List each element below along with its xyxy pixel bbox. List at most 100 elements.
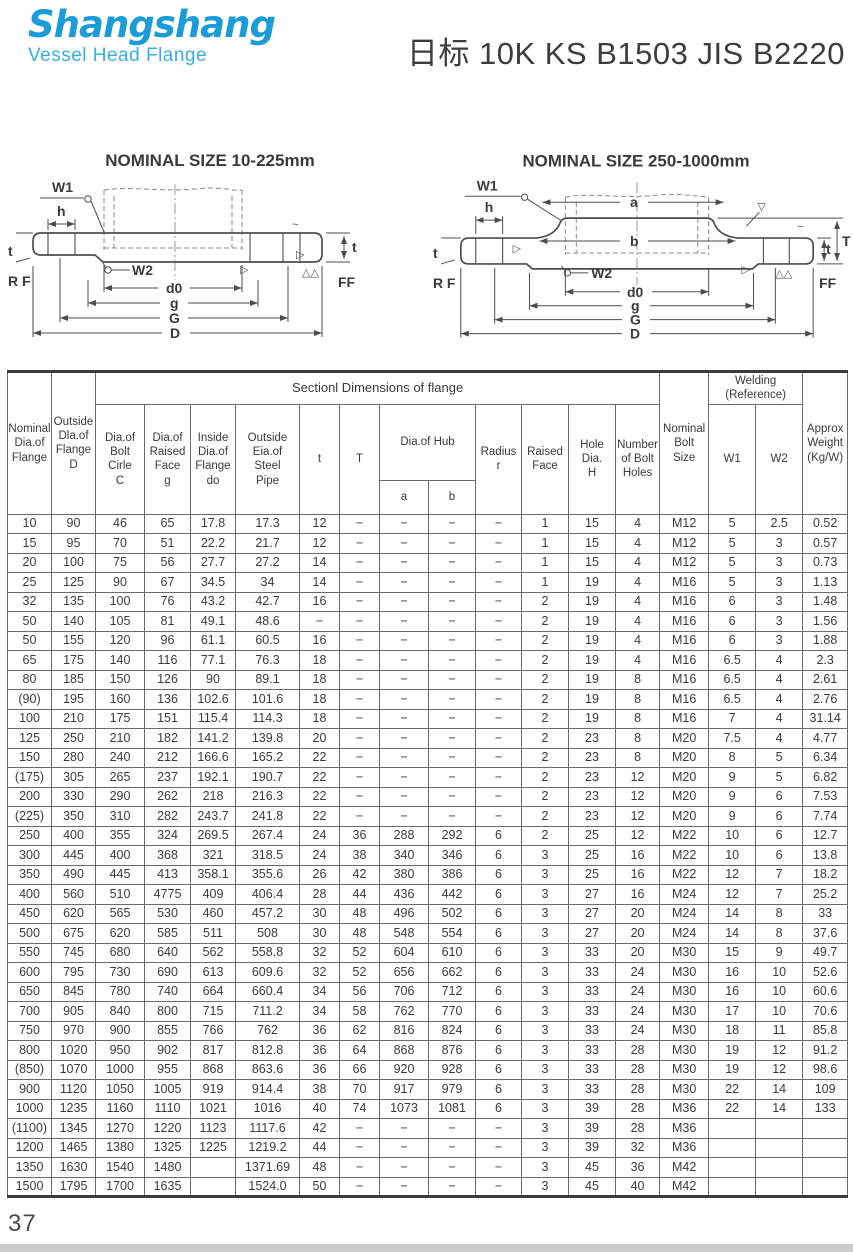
table-cell: 346 [428,845,476,866]
table-cell: 380 [379,864,429,886]
table-cell: 240 [95,747,145,769]
table-cell: 237 [144,767,191,788]
table-cell: 9 [755,942,804,964]
table-cell: 90 [51,513,96,535]
table-cell: 816 [379,1020,429,1042]
table-cell: 840 [95,1001,145,1022]
table-cell: 32 [299,942,340,964]
table-row: 350 490 445 413 358.1 355.6 26 42 380 386 6 3 25 16 M2… [7,864,849,886]
col-header-weight: Approx Weight (Kg/W) [802,371,849,515]
table-cell: 10 [708,845,757,866]
table-cell: 28 [614,1079,661,1100]
table-cell: 6 [475,864,522,886]
table-cell: 0.57 [802,533,849,554]
table-row: 550 745 680 640 562 558.8 32 52 604 610 6 3 33 20 M30 1… [7,942,849,964]
table-cell: 609.6 [235,962,300,983]
dim-label-t-left: t [433,245,438,261]
table-cell: 16 [614,864,661,886]
brand-title: Shangshang [28,3,276,46]
table-cell: 58 [339,1001,380,1022]
table-cell: 36 [339,825,380,847]
table-cell: 305 [51,767,96,788]
table-cell: 368 [144,845,191,866]
col-header-inside-dia: Inside Dia.of Flange do [190,403,236,515]
table-cell: 3 [521,942,569,964]
table-cell: 13.8 [802,845,849,866]
table-cell: 20 [7,552,52,574]
table-cell: 508 [235,923,300,944]
table-row: 20 100 75 56 27.7 27.2 14− − − −1 15 4 M12 5 3 0.73 [7,552,849,574]
table-cell: M16 [659,591,710,613]
table-cell: 8 [614,747,661,769]
flange-table-body: 10 90 46 65 17.8 17.3 12− − − −1 15 4 M12 5 2.5 0.52 15 9… [7,513,849,1198]
table-cell: 14 [299,552,340,574]
face-label-rf: R F [433,275,455,291]
table-cell: 9 [708,767,757,788]
table-cell: 0.52 [802,513,849,535]
table-cell: 140 [51,611,96,632]
table-cell: 6 [708,591,757,613]
table-cell: 1480 [144,1157,191,1178]
table-cell: 77.1 [190,650,236,671]
table-cell: 120 [95,630,145,652]
table-cell: 136 [144,689,191,710]
table-cell: 6.34 [802,747,849,769]
table-cell: 445 [95,864,145,886]
table-cell: − [475,669,522,691]
table-cell: 40 [614,1176,661,1198]
table-cell [755,1137,804,1159]
table-cell: − [379,728,429,749]
table-cell: 102.6 [190,689,236,710]
table-cell: 795 [51,962,96,983]
table-cell: 18 [299,708,340,730]
table-cell: 20 [614,903,661,925]
table-cell: 1325 [144,1137,191,1159]
table-cell: 6 [755,806,804,827]
table-cell: 23 [568,728,616,749]
table-cell: 49.1 [190,611,236,632]
table-cell: 25 [568,825,616,847]
table-cell: 76 [144,591,191,613]
table-cell: 96 [144,630,191,652]
table-cell: 60.6 [802,981,849,1003]
table-cell: 22 [299,767,340,788]
table-cell: 442 [428,884,476,905]
table-cell: 812.8 [235,1040,300,1061]
table-cell: 9 [708,806,757,827]
table-cell: 613 [190,962,236,983]
table-cell: 24 [614,1001,661,1022]
table-cell: 6 [475,845,522,866]
table-cell: 290 [95,786,145,808]
table-cell: 2 [521,689,569,710]
table-cell: 115.4 [190,708,236,730]
table-cell: 530 [144,903,191,925]
table-cell: 321 [190,845,236,866]
table-cell: M22 [659,864,710,886]
table-cell: 662 [428,962,476,983]
face-label-ff: FF [338,274,356,290]
table-cell: 90 [190,669,236,691]
table-cell: 6 [755,825,804,847]
table-cell: 406.4 [235,884,300,905]
table-cell: 12 [299,533,340,554]
table-cell: 60.5 [235,630,300,652]
dim-label-b: b [630,233,639,249]
table-cell: 95 [51,533,96,554]
table-cell: 1.13 [802,572,849,593]
table-cell: 14 [299,572,340,593]
table-cell: 48.6 [235,611,300,632]
table-cell: 42 [339,864,380,886]
table-cell: 141.2 [190,728,236,749]
table-cell: 3 [521,1020,569,1042]
table-cell: 80 [7,669,52,691]
table-cell: 5 [755,767,804,788]
table-cell: 7.74 [802,806,849,827]
table-cell: 12 [614,786,661,808]
table-cell: − [475,747,522,769]
table-cell: 3 [521,1157,569,1178]
table-cell: 6 [708,630,757,652]
table-row: 450 620 565 530 460 457.2 30 48 496 502 6 3 27 20 M24 1… [7,903,849,925]
table-cell: 2 [521,806,569,827]
table-cell: M30 [659,1059,710,1081]
flange-dimension-table: Nominal Dia.of Flange Outside Dla.of Fla… [7,370,849,1199]
